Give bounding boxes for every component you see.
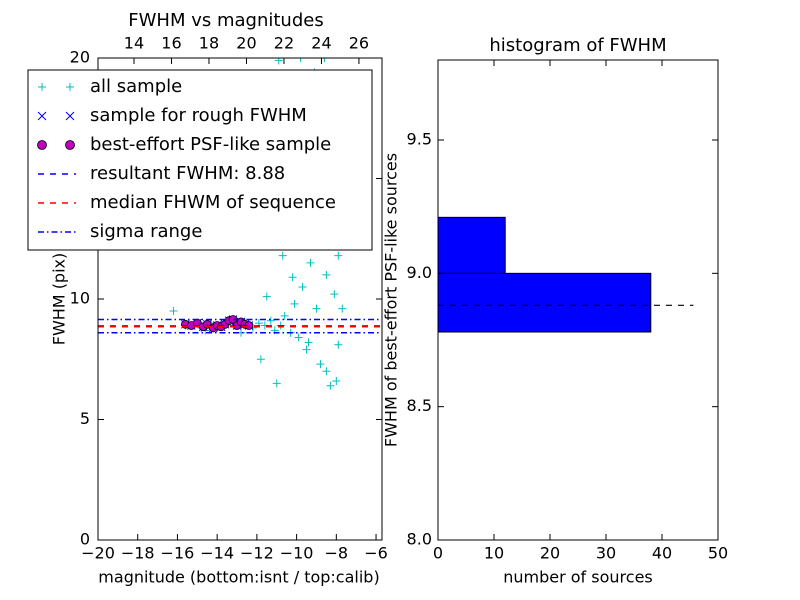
x-axis-label: number of sources — [503, 568, 653, 587]
plus-marker — [304, 338, 313, 347]
top-tick-label: 20 — [236, 34, 256, 53]
chart-title: FWHM vs magnitudes — [128, 10, 323, 31]
x-tick-label: −12 — [240, 544, 274, 563]
plus-marker — [278, 251, 287, 260]
legend-label: median FHWM of sequence — [90, 192, 336, 213]
plus-marker — [66, 83, 74, 91]
x-tick-label: −10 — [280, 544, 314, 563]
y-tick-label: 9.0 — [407, 263, 432, 282]
plus-marker — [316, 360, 325, 369]
legend-label: all sample — [90, 76, 182, 97]
x-tick-label: 40 — [652, 544, 672, 563]
x-tick-label: −14 — [200, 544, 234, 563]
axes-frame — [437, 59, 719, 541]
top-tick-label: 16 — [161, 34, 181, 53]
plus-marker — [169, 307, 178, 316]
plot-area — [98, 58, 382, 390]
x-tick-label: 30 — [596, 544, 616, 563]
x-tick-label: −16 — [161, 544, 195, 563]
top-tick-label: 14 — [124, 34, 144, 53]
plus-marker — [296, 58, 305, 62]
plus-marker — [298, 282, 307, 291]
plus-marker — [332, 376, 341, 385]
plus-marker — [38, 83, 46, 91]
bar — [438, 216, 506, 274]
x-tick-label: 50 — [708, 544, 728, 563]
plus-marker — [302, 345, 311, 354]
x-tick-label: 20 — [540, 544, 560, 563]
legend-label: sample for rough FWHM — [90, 105, 307, 126]
y-tick-label: 8.0 — [407, 530, 432, 549]
legend: all sample sample for rough FWHM best-effo… — [27, 69, 373, 251]
plus-marker — [274, 58, 283, 65]
plus-marker — [322, 270, 331, 279]
plus-marker — [290, 299, 299, 308]
y-tick-label: 5 — [80, 409, 90, 428]
plus-marker — [280, 311, 289, 320]
plus-marker — [334, 251, 343, 260]
top-tick-label: 24 — [311, 34, 331, 53]
x-tick-label: 0 — [433, 544, 443, 563]
x-tick-label: −6 — [364, 544, 388, 563]
x-tick-label: −18 — [121, 544, 155, 563]
y-tick-label: 20 — [70, 48, 90, 67]
bar — [438, 272, 652, 333]
circle-marker — [37, 140, 47, 150]
x-marker — [65, 111, 75, 121]
x-tick-label: −20 — [81, 544, 115, 563]
y-axis-label: FWHM (pix) — [50, 253, 69, 346]
plus-marker — [272, 379, 281, 388]
legend-label: sigma range — [90, 221, 202, 242]
plus-marker — [294, 333, 303, 342]
plus-marker — [330, 290, 339, 299]
x-tick-label: 10 — [484, 544, 504, 563]
plus-marker — [338, 304, 347, 313]
chart-title: histogram of FWHM — [489, 35, 666, 56]
plus-marker — [262, 292, 271, 301]
top-tick-label: 18 — [199, 34, 219, 53]
plus-marker — [256, 355, 265, 364]
x-axis-label: magnitude (bottom:isnt / top:calib) — [98, 568, 379, 587]
plus-marker — [306, 258, 315, 267]
y-tick-label: 9.5 — [407, 130, 432, 149]
legend-box — [27, 69, 373, 251]
plus-marker — [326, 381, 335, 390]
y-tick-label: 0 — [80, 530, 90, 549]
y-axis-label: FWHM of best-effort PSF-like sources — [382, 153, 401, 447]
top-tick-label: 22 — [274, 34, 294, 53]
legend-label: resultant FWHM: 8.88 — [90, 163, 285, 184]
plus-marker — [322, 367, 331, 376]
top-tick-label: 26 — [349, 34, 369, 53]
plus-marker — [266, 316, 275, 325]
plus-marker — [320, 58, 329, 62]
plus-marker — [288, 273, 297, 282]
plus-marker — [334, 340, 343, 349]
circle-marker — [65, 140, 75, 150]
y-tick-label: 8.5 — [407, 396, 432, 415]
plus-marker — [312, 304, 321, 313]
plot-area — [438, 216, 652, 333]
x-tick-label: −8 — [325, 544, 349, 563]
x-marker — [37, 111, 47, 121]
y-tick-label: 10 — [70, 289, 90, 308]
legend-label: best-effort PSF-like sample — [90, 134, 331, 155]
